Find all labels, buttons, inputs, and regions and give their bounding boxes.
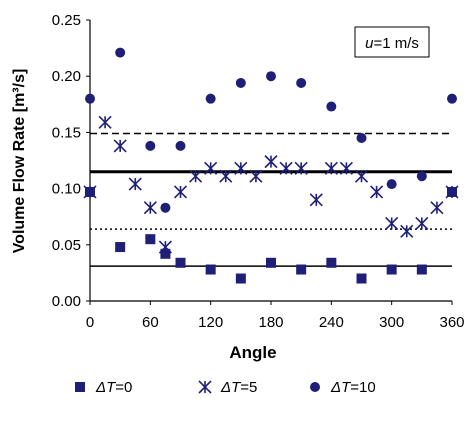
annotation-text: u=1 m/s — [365, 35, 419, 52]
data-point-asterisk — [430, 201, 444, 215]
data-point-asterisk — [234, 161, 248, 175]
data-point-square — [416, 264, 427, 275]
data-point-circle — [326, 101, 337, 112]
data-point-circle — [296, 77, 307, 88]
legend-marker-asterisk — [198, 380, 212, 394]
legend-label: ΔT=0 — [95, 379, 132, 396]
data-point-square — [235, 273, 246, 284]
data-point-square — [160, 248, 171, 259]
data-point-square — [326, 257, 337, 268]
x-axis-title: Angle — [229, 343, 276, 362]
data-point-asterisk — [143, 201, 157, 215]
reference-lines — [90, 132, 452, 267]
data-point-asterisk — [354, 169, 369, 183]
legend-marker-square — [75, 382, 85, 392]
data-point-circle — [356, 133, 367, 144]
y-tick-label: 0.20 — [52, 68, 81, 85]
data-point-asterisk — [219, 169, 233, 183]
data-point-square — [175, 257, 186, 268]
data-point-square — [145, 234, 156, 245]
data-point-circle — [416, 171, 427, 182]
series-1 — [85, 186, 457, 284]
data-point-asterisk — [98, 115, 112, 129]
y-tick-label: 0.15 — [52, 124, 81, 141]
data-point-asterisk — [324, 161, 338, 175]
data-point-asterisk — [204, 161, 218, 175]
y-tick-label: 0.25 — [52, 12, 81, 29]
annotation-box — [354, 26, 430, 58]
data-point-asterisk — [279, 161, 293, 175]
data-point-circle — [386, 179, 397, 190]
x-tick-label: 360 — [439, 314, 464, 331]
data-point-asterisk — [294, 161, 308, 175]
data-point-asterisk — [445, 185, 459, 199]
data-point-circle — [205, 93, 216, 104]
data-point-square — [205, 264, 216, 275]
y-tick-label: 0.05 — [52, 237, 81, 254]
data-point-square — [115, 242, 126, 253]
legend-item-2: ΔT=5 — [198, 379, 257, 396]
x-tick-label: 180 — [258, 314, 283, 331]
data-point-square — [356, 273, 367, 284]
series-3 — [85, 47, 457, 213]
legend-item-3: ΔT=10 — [310, 379, 376, 396]
data-point-asterisk — [264, 155, 278, 169]
data-point-circle — [235, 77, 246, 88]
data-point-circle — [115, 47, 126, 58]
data-point-asterisk — [385, 216, 399, 231]
x-tick-label: 120 — [198, 314, 223, 331]
y-tick-label: 0.00 — [52, 293, 81, 310]
legend-label: ΔT=10 — [330, 379, 376, 396]
data-point-asterisk — [189, 169, 203, 183]
data-point-asterisk — [128, 177, 142, 191]
legend-label: ΔT=5 — [220, 379, 257, 396]
series-2 — [83, 115, 459, 254]
data-point-asterisk — [83, 185, 97, 199]
data-point-asterisk — [113, 139, 127, 153]
data-point-asterisk — [309, 193, 323, 207]
data-point-asterisk — [339, 161, 353, 175]
speed-annotation: u=1 m/s — [354, 26, 430, 58]
x-tick-label: 0 — [86, 314, 94, 331]
data-point-square — [296, 264, 307, 275]
data-point-asterisk — [415, 216, 429, 231]
data-point-circle — [447, 93, 457, 104]
data-point-asterisk — [370, 185, 384, 199]
data-marks — [83, 47, 459, 284]
y-tick-label: 0.10 — [52, 181, 81, 198]
data-point-asterisk — [400, 224, 414, 238]
data-point-asterisk — [173, 185, 188, 199]
x-tick-label: 240 — [319, 314, 344, 331]
tick-labels: 0 60 120 180 240 300 360 0.00 0.05 0.10 0.15 0.20 0.… — [52, 12, 465, 331]
data-point-circle — [266, 71, 276, 82]
data-point-square — [386, 264, 397, 275]
legend: ΔT=0 ΔT=5 ΔT=10 — [75, 379, 376, 396]
data-point-circle — [145, 140, 156, 151]
legend-marker-circle — [310, 382, 320, 392]
data-point-circle — [175, 140, 186, 151]
legend-item-1: ΔT=0 — [75, 379, 132, 396]
data-point-asterisk — [249, 169, 263, 183]
data-point-square — [266, 257, 276, 268]
data-point-asterisk — [158, 240, 172, 254]
x-tick-label: 60 — [142, 314, 159, 331]
data-point-circle — [85, 93, 95, 104]
y-axis-title: Volume Flow Rate [m³/s] — [11, 69, 28, 254]
data-point-circle — [160, 202, 171, 213]
x-tick-label: 300 — [379, 314, 404, 331]
